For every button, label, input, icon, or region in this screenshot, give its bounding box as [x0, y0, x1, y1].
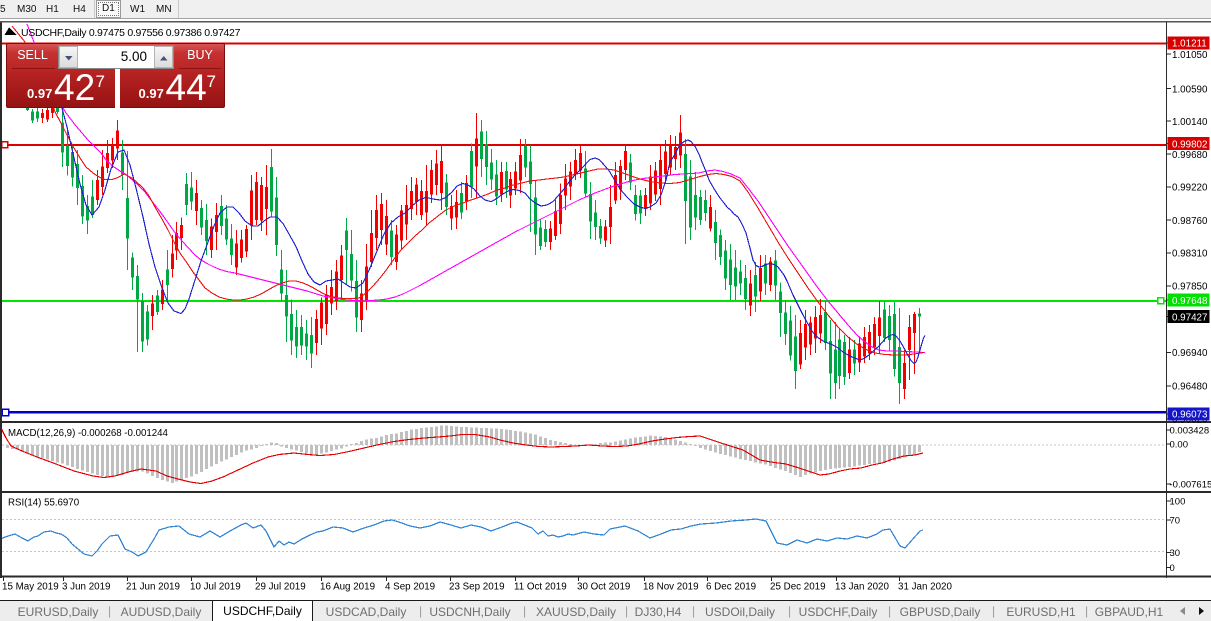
svg-text:0.96073: 0.96073	[1172, 410, 1208, 421]
svg-text:1.01050: 1.01050	[1172, 50, 1208, 61]
svg-text:0.97648: 0.97648	[1172, 296, 1208, 307]
svg-text:21 Jun 2019: 21 Jun 2019	[126, 582, 180, 593]
svg-text:0.96480: 0.96480	[1172, 382, 1208, 393]
svg-text:0.98760: 0.98760	[1172, 216, 1208, 227]
svg-text:1.00140: 1.00140	[1172, 117, 1208, 128]
svg-text:1.00590: 1.00590	[1172, 84, 1208, 95]
svg-text:23 Sep 2019: 23 Sep 2019	[449, 582, 505, 593]
svg-text:70: 70	[1170, 516, 1181, 527]
svg-text:18 Nov 2019: 18 Nov 2019	[643, 582, 699, 593]
svg-text:11 Oct 2019: 11 Oct 2019	[514, 582, 567, 593]
svg-text:0.00: 0.00	[1170, 439, 1189, 450]
svg-text:-0.007615: -0.007615	[1170, 479, 1211, 490]
svg-text:0.97427: 0.97427	[1172, 312, 1207, 323]
svg-text:4 Sep 2019: 4 Sep 2019	[385, 582, 435, 593]
svg-text:10 Jul 2019: 10 Jul 2019	[190, 582, 241, 593]
svg-text:0.003428: 0.003428	[1170, 426, 1210, 437]
svg-text:1.01211: 1.01211	[1172, 39, 1207, 50]
svg-text:0.99680: 0.99680	[1172, 150, 1208, 161]
svg-text:30 Oct 2019: 30 Oct 2019	[577, 582, 630, 593]
svg-text:25 Dec 2019: 25 Dec 2019	[770, 582, 826, 593]
svg-text:0: 0	[1170, 563, 1175, 574]
svg-text:30: 30	[1170, 548, 1181, 559]
svg-text:USDCHF,Daily 0.97475 0.97556: USDCHF,Daily 0.97475 0.97556 0.97386 0.9…	[21, 27, 241, 39]
svg-text:RSI(14) 55.6970: RSI(14) 55.6970	[8, 498, 80, 509]
svg-text:0.98310: 0.98310	[1172, 249, 1208, 260]
svg-text:15 May 2019: 15 May 2019	[2, 582, 59, 593]
svg-text:0.96940: 0.96940	[1172, 348, 1208, 359]
svg-text:MACD(12,26,9) -0.000268 -0.001: MACD(12,26,9) -0.000268 -0.001244	[8, 428, 169, 439]
svg-text:16 Aug 2019: 16 Aug 2019	[320, 582, 375, 593]
svg-text:100: 100	[1170, 497, 1186, 508]
svg-text:0.99220: 0.99220	[1172, 183, 1208, 194]
svg-text:3 Jun 2019: 3 Jun 2019	[62, 582, 110, 593]
svg-text:6 Dec 2019: 6 Dec 2019	[706, 582, 756, 593]
svg-text:29 Jul 2019: 29 Jul 2019	[255, 582, 306, 593]
svg-text:0.97850: 0.97850	[1172, 282, 1208, 293]
svg-text:13 Jan 2020: 13 Jan 2020	[835, 582, 889, 593]
svg-text:0.99802: 0.99802	[1172, 139, 1207, 150]
svg-text:31 Jan 2020: 31 Jan 2020	[898, 582, 952, 593]
